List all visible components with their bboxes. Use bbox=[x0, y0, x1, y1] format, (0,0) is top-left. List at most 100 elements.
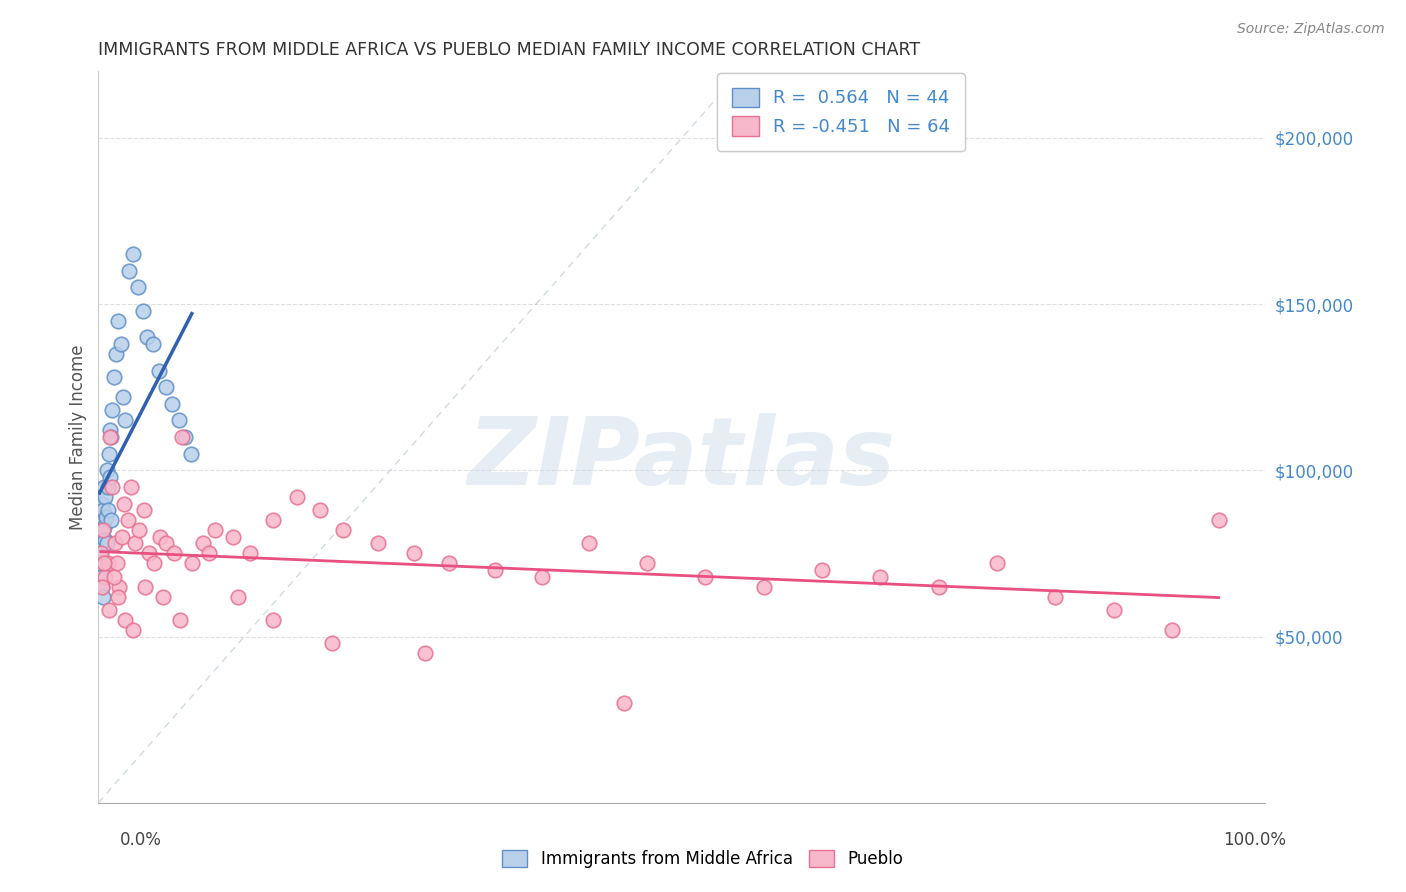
Legend: R =  0.564   N = 44, R = -0.451   N = 64: R = 0.564 N = 44, R = -0.451 N = 64 bbox=[717, 73, 965, 151]
Point bbox=[612, 696, 634, 710]
Point bbox=[1102, 603, 1125, 617]
Point bbox=[111, 530, 134, 544]
Point bbox=[91, 590, 114, 604]
Point bbox=[94, 509, 117, 524]
Point bbox=[100, 513, 122, 527]
Point bbox=[89, 557, 111, 571]
Point bbox=[124, 536, 146, 550]
Point bbox=[160, 397, 183, 411]
Legend: Immigrants from Middle Africa, Pueblo: Immigrants from Middle Africa, Pueblo bbox=[496, 843, 910, 875]
Point bbox=[105, 557, 128, 571]
Point bbox=[169, 613, 191, 627]
Point bbox=[112, 497, 135, 511]
Point bbox=[127, 280, 149, 294]
Point bbox=[437, 557, 460, 571]
Point bbox=[262, 613, 284, 627]
Point bbox=[94, 533, 117, 548]
Text: Source: ZipAtlas.com: Source: ZipAtlas.com bbox=[1237, 22, 1385, 37]
Point bbox=[198, 546, 221, 560]
Y-axis label: Median Family Income: Median Family Income bbox=[69, 344, 87, 530]
Point bbox=[180, 447, 202, 461]
Point bbox=[152, 590, 174, 604]
Point bbox=[108, 580, 131, 594]
Text: 100.0%: 100.0% bbox=[1223, 831, 1286, 849]
Point bbox=[101, 480, 124, 494]
Point bbox=[94, 570, 117, 584]
Point bbox=[1045, 590, 1067, 604]
Point bbox=[321, 636, 343, 650]
Point bbox=[97, 503, 120, 517]
Point bbox=[90, 546, 112, 560]
Point bbox=[167, 413, 190, 427]
Point bbox=[103, 570, 125, 584]
Point bbox=[204, 523, 226, 537]
Point bbox=[107, 590, 129, 604]
Point bbox=[118, 264, 141, 278]
Point bbox=[90, 513, 112, 527]
Point bbox=[97, 447, 120, 461]
Point bbox=[221, 530, 243, 544]
Point bbox=[90, 580, 112, 594]
Point bbox=[107, 314, 129, 328]
Point bbox=[1208, 513, 1230, 527]
Point bbox=[143, 557, 166, 571]
Point bbox=[111, 390, 134, 404]
Point bbox=[89, 530, 111, 544]
Point bbox=[97, 480, 120, 494]
Point bbox=[90, 570, 112, 584]
Point bbox=[132, 303, 155, 318]
Point bbox=[928, 580, 950, 594]
Point bbox=[193, 536, 215, 550]
Point bbox=[104, 536, 127, 550]
Point bbox=[91, 503, 114, 517]
Point bbox=[110, 337, 132, 351]
Point bbox=[114, 613, 136, 627]
Point bbox=[134, 580, 156, 594]
Point bbox=[262, 513, 284, 527]
Point bbox=[636, 557, 658, 571]
Point bbox=[155, 536, 177, 550]
Point bbox=[285, 490, 308, 504]
Point bbox=[91, 523, 114, 537]
Point bbox=[98, 424, 121, 438]
Point bbox=[869, 570, 891, 584]
Point bbox=[97, 603, 120, 617]
Point bbox=[120, 480, 142, 494]
Point bbox=[402, 546, 425, 560]
Point bbox=[811, 563, 834, 577]
Point bbox=[128, 523, 150, 537]
Point bbox=[148, 363, 170, 377]
Point bbox=[100, 430, 122, 444]
Point bbox=[117, 513, 139, 527]
Point bbox=[94, 490, 117, 504]
Point bbox=[103, 370, 125, 384]
Point bbox=[136, 330, 159, 344]
Point bbox=[98, 470, 121, 484]
Point bbox=[1161, 623, 1184, 637]
Point bbox=[96, 463, 118, 477]
Point bbox=[89, 546, 111, 560]
Point bbox=[228, 590, 250, 604]
Point bbox=[172, 430, 194, 444]
Point bbox=[149, 530, 172, 544]
Point bbox=[163, 546, 186, 560]
Text: ZIPatlas: ZIPatlas bbox=[468, 413, 896, 505]
Point bbox=[239, 546, 262, 560]
Point bbox=[132, 503, 155, 517]
Point bbox=[93, 557, 115, 571]
Point bbox=[104, 347, 127, 361]
Point bbox=[122, 623, 145, 637]
Point bbox=[90, 536, 112, 550]
Point bbox=[101, 403, 124, 417]
Point bbox=[90, 497, 112, 511]
Point bbox=[98, 430, 121, 444]
Point bbox=[180, 557, 202, 571]
Text: IMMIGRANTS FROM MIDDLE AFRICA VS PUEBLO MEDIAN FAMILY INCOME CORRELATION CHART: IMMIGRANTS FROM MIDDLE AFRICA VS PUEBLO … bbox=[98, 41, 921, 59]
Point bbox=[332, 523, 354, 537]
Point bbox=[96, 536, 118, 550]
Point bbox=[367, 536, 389, 550]
Point bbox=[413, 646, 436, 660]
Text: 0.0%: 0.0% bbox=[120, 831, 162, 849]
Point bbox=[309, 503, 332, 517]
Point bbox=[114, 413, 136, 427]
